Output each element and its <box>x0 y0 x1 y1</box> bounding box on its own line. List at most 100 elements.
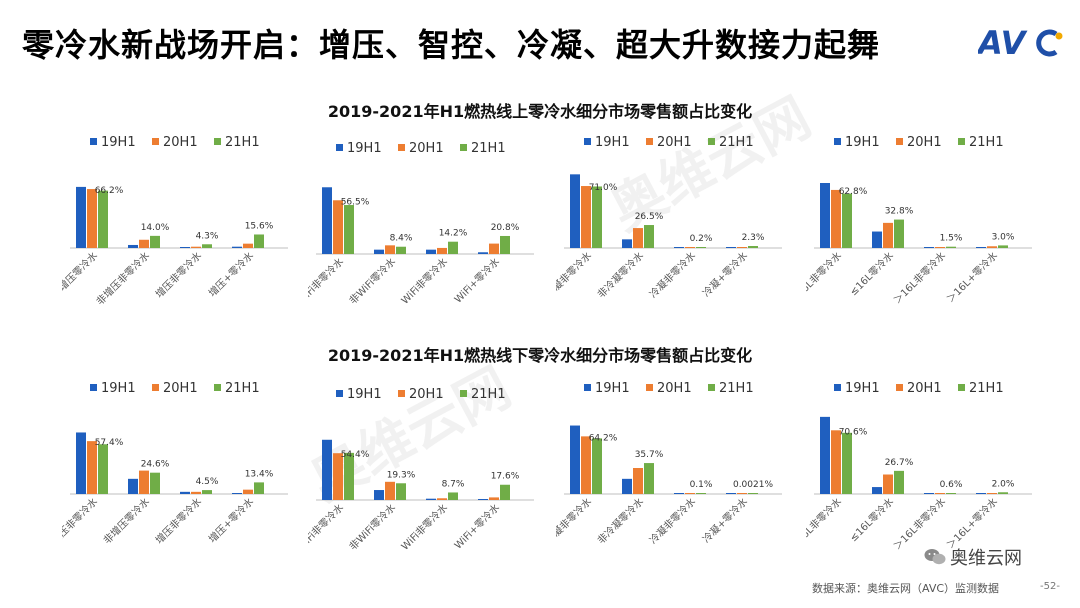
chart-svg: 19H1 20H1 21H1 64.2% 非冷凝非零冷水 35.7% 非冷凝零冷水 0.1% 冷… <box>556 381 782 554</box>
bar <box>426 249 436 254</box>
legend-swatch <box>398 390 405 397</box>
online-section-title: 2019-2021年H1燃热线上零冷水细分市场零售额占比变化 <box>327 102 753 121</box>
avc-logo: AV <box>978 24 1063 60</box>
legend-swatch <box>398 144 405 151</box>
bar <box>344 452 354 500</box>
chart-online-pressure: 19H1 20H1 21H1 66.2% 非增压零冷水 14.0% 非增压非零冷水 4.3% 增… <box>62 130 312 330</box>
legend-swatch <box>708 384 715 391</box>
bar <box>644 225 654 248</box>
category-label: 增压非零冷水 <box>153 495 205 547</box>
data-label: 0.2% <box>690 234 713 244</box>
legend-swatch <box>958 384 965 391</box>
svg-text:AV: AV <box>978 24 1028 60</box>
bar <box>998 492 1008 494</box>
category-label: ＞16L+零冷水 <box>944 249 1000 305</box>
legend-label: 19H1 <box>845 381 880 396</box>
bar <box>842 193 852 248</box>
bar <box>478 252 488 254</box>
bar <box>500 235 510 254</box>
data-label: 13.4% <box>245 469 274 479</box>
bar <box>437 247 447 254</box>
data-label: 56.5% <box>341 197 370 207</box>
category-label: 非增压零冷水 <box>101 495 153 547</box>
data-label: 3.0% <box>992 232 1015 242</box>
legend-label: 21H1 <box>471 141 506 156</box>
chart-online-capacity: 19H1 20H1 21H1 62.8% ≤16L非零冷水 32.8% ≤16L零冷水 1.5… <box>806 130 1056 330</box>
legend-swatch <box>896 138 903 145</box>
legend-swatch <box>90 138 97 145</box>
bar <box>333 200 343 254</box>
chart-online-wifi: 19H1 20H1 21H1 56.5% 非WiFi非零冷水 8.4% 非WiFi零冷水 14… <box>308 136 558 336</box>
chart-svg: 19H1 20H1 21H1 62.8% ≤16L非零冷水 32.8% ≤16L零冷水 1.5… <box>806 135 1032 306</box>
bar <box>946 493 956 494</box>
legend-swatch <box>90 384 97 391</box>
bar <box>437 498 447 500</box>
bar <box>726 493 736 494</box>
data-label: 0.1% <box>690 480 713 490</box>
bar <box>489 497 499 500</box>
chart-offline-capacity: 19H1 20H1 21H1 70.6% ≤16L非零冷水 26.7% ≤16L零冷水 0.6… <box>806 376 1056 576</box>
legend-label: 19H1 <box>347 141 382 156</box>
data-label: 17.6% <box>491 472 520 482</box>
category-label: WiFi+零冷水 <box>451 501 502 552</box>
bar <box>76 432 86 494</box>
bar <box>128 478 138 494</box>
bar <box>333 453 343 500</box>
category-label: ≤16L零冷水 <box>847 249 896 298</box>
legend-label: 20H1 <box>409 387 444 402</box>
bar <box>98 190 108 248</box>
legend-swatch <box>896 384 903 391</box>
data-label: 62.8% <box>839 187 868 197</box>
legend-swatch <box>958 138 965 145</box>
wechat-account-tag: 奥维云网 <box>924 544 1022 570</box>
bar <box>820 183 830 248</box>
bar <box>581 186 591 248</box>
category-label: 增压+零冷水 <box>206 495 256 545</box>
bar <box>87 441 97 494</box>
legend-label: 19H1 <box>101 135 136 150</box>
category-label: ＞16L非零冷水 <box>891 249 948 306</box>
data-label: 8.4% <box>390 234 413 244</box>
bar <box>396 483 406 500</box>
legend-label: 21H1 <box>225 135 260 150</box>
bar <box>448 241 458 254</box>
chart-svg: 19H1 20H1 21H1 71.0% 非冷凝非零冷水 26.5% 非冷凝零冷水 0.2% 冷… <box>556 135 782 308</box>
data-label: 26.5% <box>635 212 664 222</box>
bar <box>232 246 242 248</box>
bar <box>500 484 510 500</box>
category-label: WiFi非零冷水 <box>398 501 450 553</box>
bar <box>232 493 242 494</box>
bar <box>685 493 695 494</box>
legend-swatch <box>834 384 841 391</box>
bar <box>322 439 332 500</box>
legend-swatch <box>460 144 467 151</box>
bar <box>633 228 643 248</box>
bar <box>426 498 436 500</box>
offline-section-title: 2019-2021年H1燃热线下零冷水细分市场零售额占比变化 <box>327 346 753 365</box>
bar <box>935 493 945 494</box>
legend-swatch <box>336 144 343 151</box>
bar <box>935 247 945 248</box>
legend-label: 20H1 <box>409 141 444 156</box>
legend-label: 20H1 <box>657 135 692 150</box>
bar <box>374 249 384 254</box>
data-source-note: 数据来源：奥维云网（AVC）监测数据 <box>812 582 1000 595</box>
chart-offline-wifi: 19H1 20H1 21H1 54.4% 非WiFi非零冷水 19.3% 非WiFi零冷水 8… <box>308 382 558 582</box>
bar <box>894 470 904 494</box>
bar <box>748 493 758 494</box>
category-label: 冷凝非零冷水 <box>647 249 699 301</box>
bar <box>633 468 643 494</box>
data-label: 4.3% <box>196 231 219 241</box>
legend-swatch <box>584 384 591 391</box>
legend-label: 20H1 <box>657 381 692 396</box>
legend-swatch <box>336 390 343 397</box>
chart-offline-condensing: 19H1 20H1 21H1 64.2% 非冷凝非零冷水 35.7% 非冷凝零冷水 0.1% 冷… <box>556 376 806 576</box>
data-label: 57.4% <box>95 438 124 448</box>
bar <box>737 493 747 494</box>
bar <box>202 244 212 248</box>
category-label: 非冷凝非零冷水 <box>556 495 594 554</box>
data-label: 20.8% <box>491 223 520 233</box>
legend-label: 19H1 <box>595 135 630 150</box>
bar <box>820 416 830 494</box>
category-label: ≤16L非零冷水 <box>806 249 844 305</box>
